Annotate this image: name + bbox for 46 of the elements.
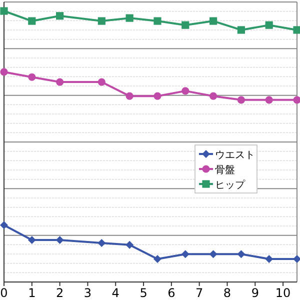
x-tick-label: 6 xyxy=(168,286,176,300)
point xyxy=(154,17,162,25)
x-tick-label: 7 xyxy=(196,286,204,300)
point xyxy=(126,240,134,249)
point xyxy=(0,68,8,76)
point xyxy=(56,78,64,86)
point xyxy=(56,236,64,244)
x-tick-label: 4 xyxy=(112,286,120,300)
x-tick-label: 3 xyxy=(84,286,92,300)
point xyxy=(28,17,36,25)
point xyxy=(182,21,190,29)
x-tick-label: 0 xyxy=(0,286,8,300)
x-tick-label: 9 xyxy=(251,286,259,300)
legend-label: ウエスト xyxy=(215,150,255,161)
point xyxy=(0,7,8,15)
point xyxy=(154,92,162,100)
x-tick-label: 5 xyxy=(140,286,148,300)
point xyxy=(182,87,190,95)
point xyxy=(237,250,246,258)
point xyxy=(209,17,218,25)
point xyxy=(209,92,218,100)
point xyxy=(265,21,273,29)
point xyxy=(293,254,300,263)
x-tick-label: 1 xyxy=(28,286,36,300)
point xyxy=(98,78,106,86)
point xyxy=(153,254,162,263)
point xyxy=(293,96,300,104)
point xyxy=(28,73,36,81)
legend-label: 骨盤 xyxy=(215,164,235,176)
point xyxy=(237,96,245,104)
point xyxy=(98,17,106,25)
point xyxy=(0,221,8,230)
x-tick-label: 8 xyxy=(223,286,232,300)
point xyxy=(237,26,245,34)
point xyxy=(98,238,106,247)
point xyxy=(209,250,218,258)
x-tick-label: 2 xyxy=(56,286,64,300)
point xyxy=(126,92,134,100)
point xyxy=(126,14,134,22)
point xyxy=(293,26,300,34)
point xyxy=(28,236,36,244)
point xyxy=(56,12,64,20)
legend-label: ヒップ xyxy=(215,179,246,191)
x-tick-label: 10 xyxy=(275,286,291,300)
point xyxy=(265,96,273,104)
point xyxy=(181,250,190,258)
